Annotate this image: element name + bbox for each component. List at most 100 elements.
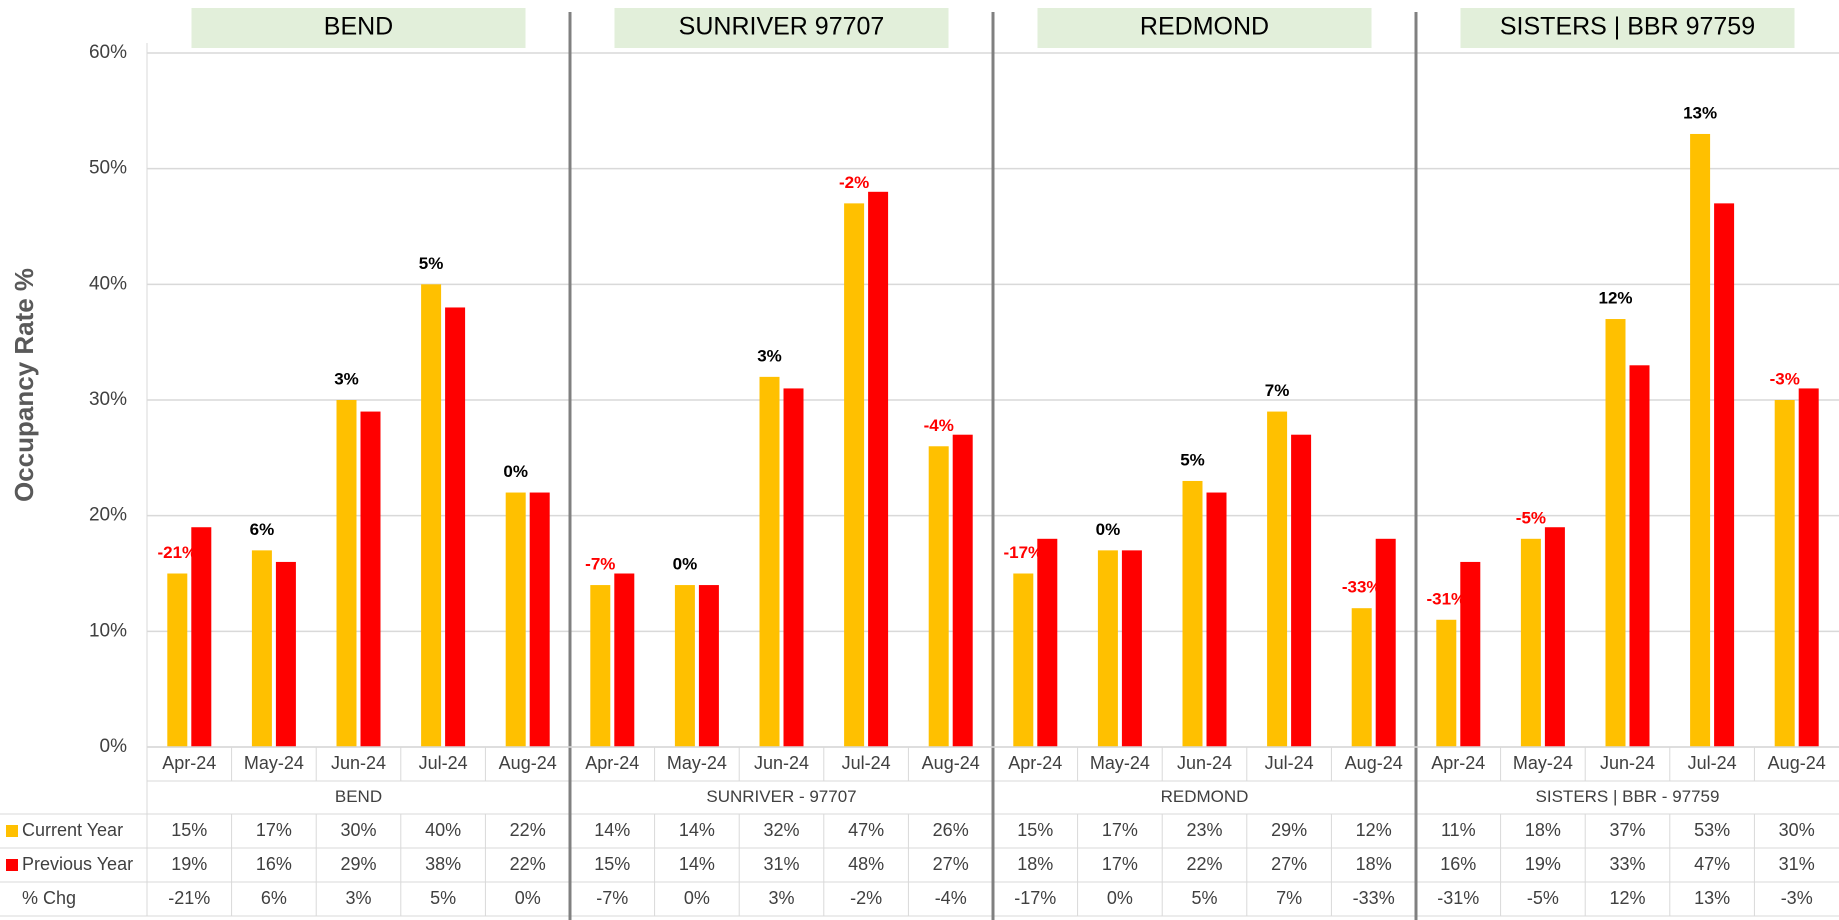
bar [336, 400, 357, 747]
bar [1460, 561, 1481, 747]
x-tick-label: Apr-24 [1008, 753, 1062, 773]
bar [251, 550, 272, 747]
table-change: -33% [1353, 888, 1395, 908]
table-change: 5% [1191, 888, 1217, 908]
table-value: 26% [933, 820, 969, 840]
bar [1798, 388, 1819, 747]
group-label: REDMOND [1161, 787, 1249, 806]
table-value: 22% [510, 820, 546, 840]
table-change: -17% [1014, 888, 1056, 908]
bar [1182, 480, 1203, 747]
bar [1291, 434, 1312, 747]
bar [191, 527, 212, 747]
y-tick-label: 50% [89, 158, 127, 179]
legend-swatch [6, 859, 18, 871]
bar [614, 573, 635, 747]
bar [1544, 527, 1565, 747]
table-change: 0% [684, 888, 710, 908]
x-tick-label: Jul-24 [419, 753, 468, 773]
table-value: 12% [1356, 820, 1392, 840]
bar [505, 492, 526, 747]
x-tick-label: May-24 [1513, 753, 1573, 773]
bar [783, 388, 804, 747]
table-change: 0% [1107, 888, 1133, 908]
change-label: 0% [503, 462, 528, 481]
bar [1629, 365, 1650, 747]
x-tick-label: Jun-24 [1177, 753, 1232, 773]
table-value: 31% [763, 854, 799, 874]
table-value: 19% [171, 854, 207, 874]
table-value: 37% [1609, 820, 1645, 840]
table-change: -31% [1437, 888, 1479, 908]
x-tick-label: May-24 [1090, 753, 1150, 773]
bar [1690, 133, 1711, 747]
table-change: 5% [430, 888, 456, 908]
change-label: 5% [419, 254, 444, 273]
x-tick-label: Jun-24 [754, 753, 809, 773]
table-value: 17% [1102, 820, 1138, 840]
table-value: 32% [763, 820, 799, 840]
legend-label: Previous Year [22, 854, 133, 874]
y-tick-label: 0% [100, 736, 128, 757]
bar [1206, 492, 1227, 747]
change-label: 13% [1683, 103, 1717, 122]
bar [275, 561, 296, 747]
x-tick-label: Apr-24 [1431, 753, 1485, 773]
panel-title-box [1037, 8, 1372, 48]
bar [1351, 608, 1372, 747]
table-value: 16% [256, 854, 292, 874]
bar [952, 434, 973, 747]
panel-title-box [1460, 8, 1795, 48]
table-change: -7% [596, 888, 628, 908]
change-label: -33% [1342, 578, 1382, 597]
bar [167, 573, 188, 747]
table-value: 14% [679, 854, 715, 874]
bar [1375, 538, 1396, 747]
bar [1013, 573, 1034, 747]
table-value: 14% [594, 820, 630, 840]
change-label: 0% [673, 555, 698, 574]
table-value: 40% [425, 820, 461, 840]
group-label: BEND [335, 787, 382, 806]
bar [1037, 538, 1058, 747]
table-change: -21% [168, 888, 210, 908]
table-value: 18% [1525, 820, 1561, 840]
panel-title: BEND [324, 13, 393, 41]
bar [759, 376, 780, 747]
table-value: 29% [1271, 820, 1307, 840]
bar [674, 585, 695, 747]
table-change: 12% [1609, 888, 1645, 908]
table-change: -3% [1781, 888, 1813, 908]
change-label: 0% [1096, 520, 1121, 539]
bar [1774, 400, 1795, 747]
bar [1267, 411, 1288, 747]
x-tick-label: May-24 [667, 753, 727, 773]
table-change: 3% [768, 888, 794, 908]
bar [1436, 619, 1457, 747]
table-change: 6% [261, 888, 287, 908]
x-tick-label: Aug-24 [922, 753, 980, 773]
legend-swatch [6, 825, 18, 837]
table-value: 14% [679, 820, 715, 840]
change-label: 12% [1598, 289, 1632, 308]
table-value: 15% [171, 820, 207, 840]
y-tick-label: 30% [89, 389, 127, 410]
table-value: 29% [340, 854, 376, 874]
panel-title-box [191, 8, 526, 48]
y-tick-label: 40% [89, 273, 127, 294]
x-tick-label: Jul-24 [1265, 753, 1314, 773]
table-change: 0% [515, 888, 541, 908]
table-value: 48% [848, 854, 884, 874]
change-label: 6% [250, 520, 275, 539]
group-label: SUNRIVER - 97707 [706, 787, 856, 806]
table-value: 23% [1186, 820, 1222, 840]
change-label: 3% [757, 346, 782, 365]
table-value: 33% [1609, 854, 1645, 874]
table-value: 15% [594, 854, 630, 874]
legend-label: Current Year [22, 820, 123, 840]
table-change: 7% [1276, 888, 1302, 908]
bar [1520, 538, 1541, 747]
change-label: -21% [157, 543, 197, 562]
y-tick-label: 60% [89, 42, 127, 63]
table-value: 17% [1102, 854, 1138, 874]
